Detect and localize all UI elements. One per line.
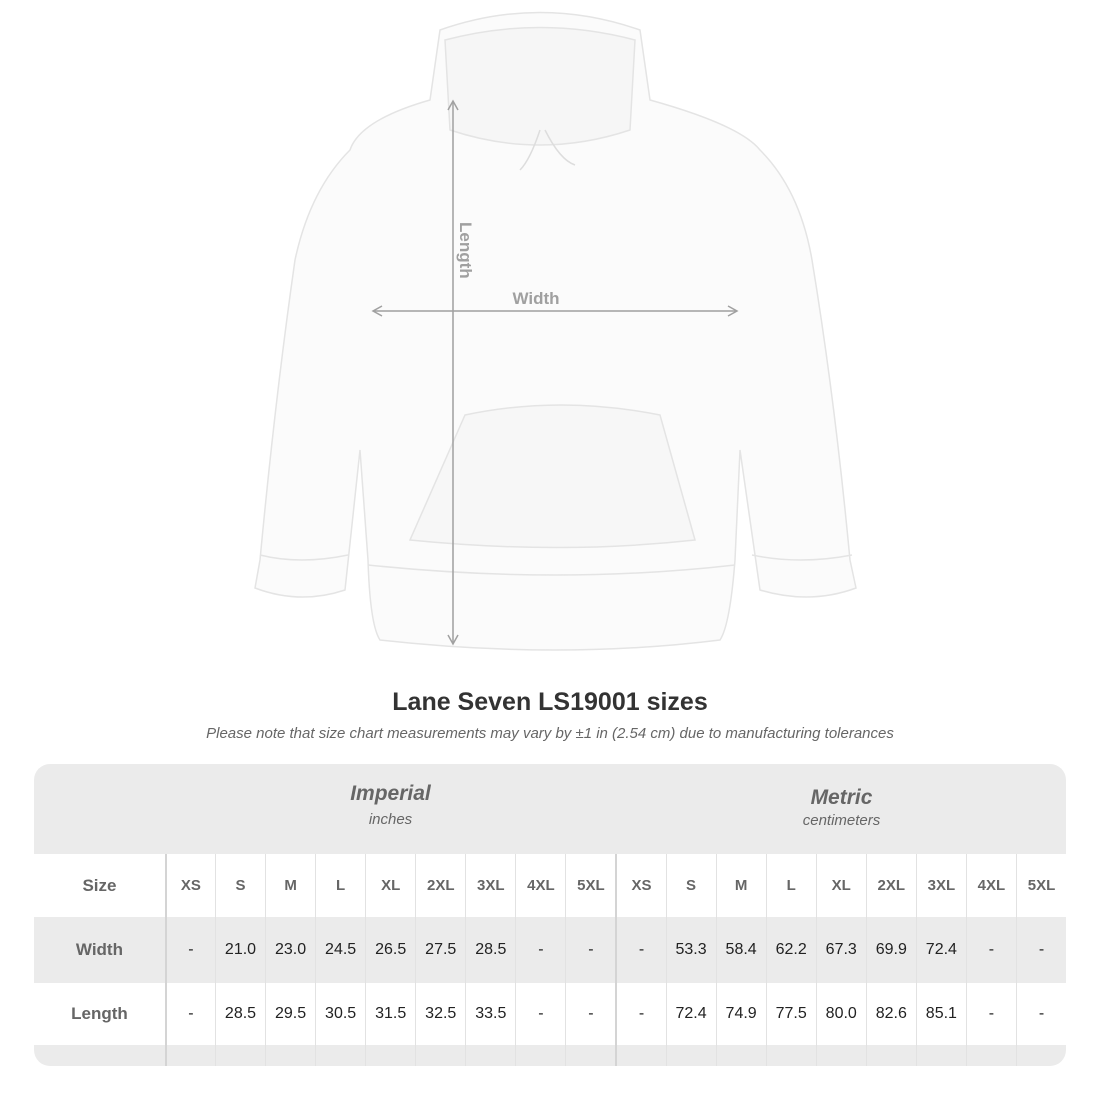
table-cell: - [615,917,665,983]
size-table: Imperial inches Metric centimeters Size … [34,764,1066,1066]
table-cell: 21.0 [214,917,265,983]
hoodie-diagram: Length Width [254,11,857,651]
table-cell [265,1045,315,1066]
table-cell: M [265,854,315,917]
table-cell [565,1045,615,1066]
table-cell: 85.1 [915,983,966,1045]
table-cell: XS [615,854,665,917]
length-arrow [447,99,459,646]
table-cell: 26.5 [365,917,415,983]
table-cell: - [515,917,565,983]
metric-title: Metric [810,786,873,809]
table-cell: 77.5 [765,983,816,1045]
table-cell: S [214,854,265,917]
table-cell: - [1015,983,1066,1045]
table-cell: XS [164,854,215,917]
table-cell: 4XL [965,854,1016,917]
table-cell: 2XL [865,854,916,917]
table-cell: 5XL [1015,854,1066,917]
table-cell: - [565,983,615,1045]
table-cell: - [965,917,1016,983]
table-cell: 27.5 [415,917,465,983]
tolerance-note: Please note that size chart measurements… [206,725,894,742]
table-cell [615,1045,665,1066]
table-cell: - [164,917,215,983]
row-label: Size [82,875,117,895]
table-row-width: Width -21.0 23.0 24.5 26.5 27.5 28.5- - -53.3 58… [34,917,1066,983]
table-cell: - [565,917,615,983]
row-label: Width [75,940,123,959]
imperial-title: Imperial [350,782,431,805]
table-row-empty [34,1045,1066,1066]
table-cell [214,1045,265,1066]
table-cell [665,1045,716,1066]
table-cell: S [665,854,716,917]
table-cell: 72.4 [665,983,716,1045]
table-cell [365,1045,415,1066]
table-cell: 74.9 [715,983,766,1045]
table-cell [515,1045,565,1066]
table-cell [164,1045,215,1066]
table-cell: XL [365,854,415,917]
table-cell [415,1045,465,1066]
width-label: Width [512,289,559,308]
row-label [34,1045,165,1066]
table-cell: 3XL [915,854,966,917]
table-cell [315,1045,365,1066]
table-cell: 32.5 [415,983,465,1045]
table-cell [1015,1045,1066,1066]
table-cell: 67.3 [815,917,866,983]
table-cell [815,1045,866,1066]
table-cell: XL [815,854,866,917]
row-label: Length [71,1004,128,1023]
page-title: Lane Seven LS19001 sizes [392,688,708,716]
table-cell: 82.6 [865,983,916,1045]
imperial-header: Imperial inches [165,764,616,854]
table-cell: 80.0 [815,983,866,1045]
table-cell: 58.4 [715,917,766,983]
size-row: Size XS S M L XL 2XL 3XL 4XL 5XL XS S M L XL 2XL 3XL 4XL… [34,854,1066,917]
table-cell: 3XL [465,854,515,917]
table-cell: L [315,854,365,917]
table-cell [465,1045,515,1066]
table-cell: 24.5 [315,917,365,983]
table-cell: 28.5 [465,917,515,983]
table-cell [965,1045,1016,1066]
table-cell: 23.0 [265,917,315,983]
width-arrow [371,305,739,317]
imperial-unit: inches [368,811,413,828]
table-cell: - [515,983,565,1045]
table-cell: 2XL [415,854,465,917]
table-cell: - [164,983,215,1045]
table-row-length: Length -28.5 29.5 30.5 31.5 32.5 33.5- - -72.4 7… [34,983,1066,1045]
table-cell: 31.5 [365,983,415,1045]
table-cell [715,1045,766,1066]
table-cell: - [615,983,665,1045]
table-cell: L [765,854,816,917]
table-cell: 53.3 [665,917,716,983]
metric-unit: centimeters [802,812,881,829]
table-cell: - [965,983,1016,1045]
table-cell: 62.2 [765,917,816,983]
table-cell: 33.5 [465,983,515,1045]
table-cell: 30.5 [315,983,365,1045]
table-cell: 69.9 [865,917,916,983]
unit-header: Imperial inches Metric centimeters [34,764,1066,854]
table-cell [915,1045,966,1066]
table-cell [765,1045,816,1066]
table-cell: - [1015,917,1066,983]
table-cell: 28.5 [214,983,265,1045]
table-cell: M [715,854,766,917]
table-cell: 5XL [565,854,615,917]
table-cell: 72.4 [915,917,966,983]
hoodie-image [254,11,857,651]
table-cell: 4XL [515,854,565,917]
table-cell [865,1045,916,1066]
metric-header: Metric centimeters [616,764,1066,854]
table-cell: 29.5 [265,983,315,1045]
length-label: Length [456,222,475,279]
